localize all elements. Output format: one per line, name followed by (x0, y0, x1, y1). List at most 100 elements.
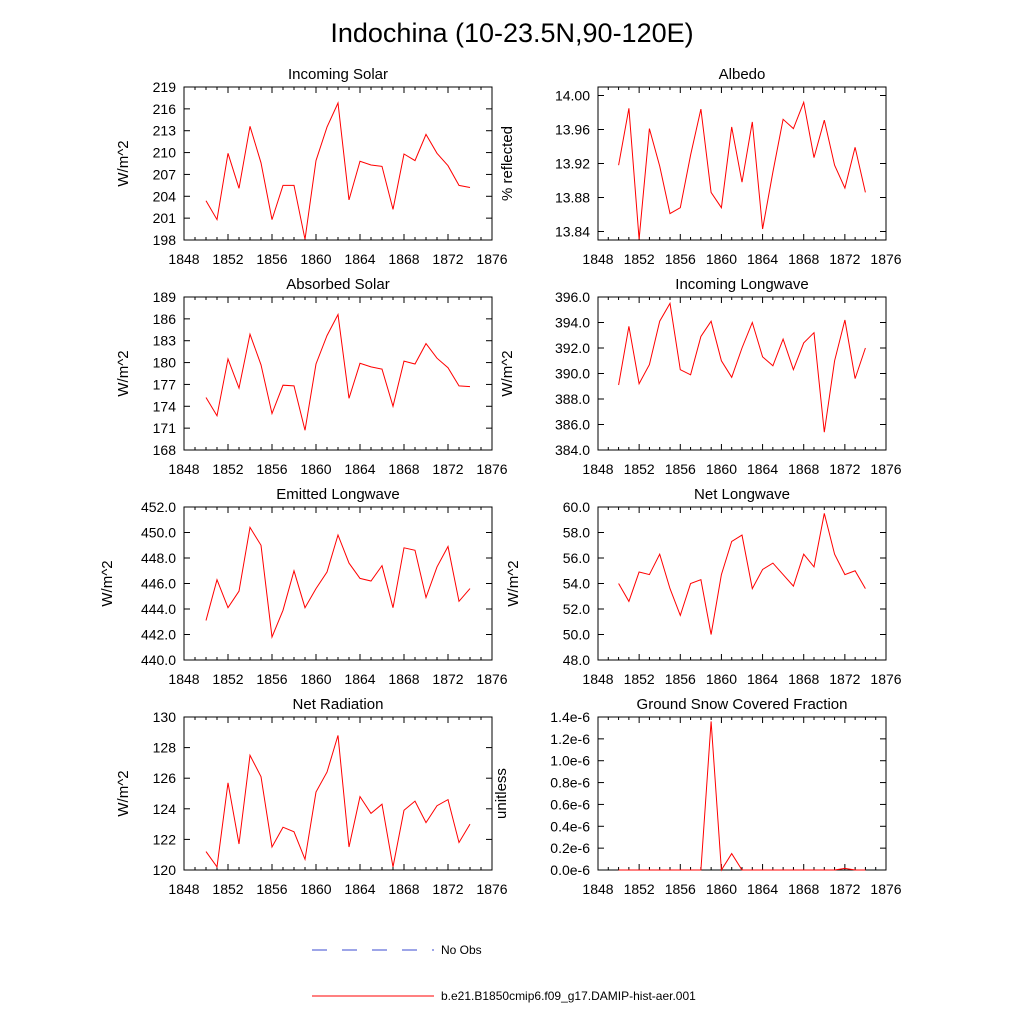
y-tick-label: 450.0 (141, 525, 176, 541)
x-tick-label: 1872 (432, 251, 463, 267)
y-axis-label: W/m^2 (99, 560, 116, 606)
x-tick-label: 1860 (300, 461, 331, 477)
panel-title: Net Longwave (694, 486, 790, 503)
legend-obs-label: No Obs (441, 943, 482, 957)
y-tick-label: 1.2e-6 (550, 731, 590, 747)
x-tick-label: 1856 (256, 881, 287, 897)
x-tick-label: 1864 (747, 461, 778, 477)
y-tick-label: 440.0 (141, 652, 176, 668)
x-tick-label: 1852 (624, 251, 655, 267)
x-tick-label: 1868 (388, 251, 419, 267)
y-tick-label: 56.0 (563, 550, 590, 566)
x-tick-label: 1864 (747, 251, 778, 267)
panel-title: Absorbed Solar (286, 276, 389, 293)
x-tick-label: 1860 (300, 671, 331, 687)
panel-title: Emitted Longwave (276, 486, 399, 503)
series-line (618, 513, 866, 635)
x-tick-label: 1872 (829, 881, 860, 897)
x-tick-label: 1848 (168, 251, 199, 267)
y-tick-label: 386.0 (555, 417, 590, 433)
chart-panel: 1848 1852 1856 1860 1864 1868 1872 1876 13.84 13.… (499, 66, 902, 267)
y-tick-label: 0.4e-6 (550, 818, 590, 834)
y-tick-label: 1.4e-6 (550, 709, 590, 725)
x-tick-label: 1876 (870, 671, 901, 687)
x-tick-label: 1852 (624, 671, 655, 687)
x-tick-label: 1856 (256, 461, 287, 477)
panel-grid: 1848 1852 1856 1860 1864 1868 1872 1876 198 201 20… (99, 66, 902, 897)
x-tick-label: 1860 (706, 881, 737, 897)
y-tick-label: 396.0 (555, 289, 590, 305)
y-tick-label: 171 (153, 420, 177, 436)
x-tick-label: 1856 (256, 251, 287, 267)
y-tick-label: 0.8e-6 (550, 775, 590, 791)
y-axis-label: W/m^2 (115, 350, 132, 396)
y-axis-label: W/m^2 (115, 140, 132, 186)
y-tick-label: 180 (153, 355, 177, 371)
y-tick-label: 168 (153, 442, 177, 458)
x-tick-label: 1868 (788, 461, 819, 477)
y-tick-label: 50.0 (563, 627, 590, 643)
x-tick-label: 1848 (582, 671, 613, 687)
y-tick-label: 392.0 (555, 340, 590, 356)
x-tick-label: 1852 (624, 461, 655, 477)
x-tick-label: 1876 (476, 461, 507, 477)
y-tick-label: 201 (153, 210, 177, 226)
y-tick-label: 186 (153, 311, 177, 327)
x-tick-label: 1848 (168, 671, 199, 687)
y-tick-label: 52.0 (563, 601, 590, 617)
chart-panel: 1848 1852 1856 1860 1864 1868 1872 1876 120 122 12… (115, 696, 508, 897)
x-tick-label: 1860 (300, 881, 331, 897)
y-tick-label: 14.00 (555, 88, 590, 104)
x-tick-label: 1852 (212, 671, 243, 687)
y-tick-label: 13.84 (555, 224, 590, 240)
x-tick-label: 1864 (344, 671, 375, 687)
x-tick-label: 1872 (432, 671, 463, 687)
y-tick-label: 384.0 (555, 442, 590, 458)
y-tick-label: 48.0 (563, 652, 590, 668)
x-tick-label: 1848 (582, 251, 613, 267)
y-tick-label: 13.96 (555, 122, 590, 138)
y-tick-label: 448.0 (141, 550, 176, 566)
chart-panel: 1848 1852 1856 1860 1864 1868 1872 1876 440.0 442… (99, 486, 508, 687)
y-tick-label: 207 (153, 166, 177, 182)
legend-model-label: b.e21.B1850cmip6.f09_g17.DAMIP-hist-aer.… (441, 989, 696, 1003)
series-line (618, 100, 866, 240)
y-tick-label: 213 (153, 123, 177, 139)
series-line (205, 526, 471, 639)
chart-panel: 1848 1852 1856 1860 1864 1868 1872 1876 48.0 50.0… (505, 486, 902, 687)
y-tick-label: 126 (153, 770, 177, 786)
series-line (618, 721, 866, 872)
x-tick-label: 1868 (388, 881, 419, 897)
y-tick-label: 444.0 (141, 601, 176, 617)
x-tick-label: 1876 (476, 671, 507, 687)
y-tick-label: 0.2e-6 (550, 840, 590, 856)
y-tick-label: 388.0 (555, 391, 590, 407)
y-tick-label: 0.6e-6 (550, 796, 590, 812)
chart-panel: 1848 1852 1856 1860 1864 1868 1872 1876 168 171 17… (115, 276, 508, 477)
x-tick-label: 1860 (706, 251, 737, 267)
y-tick-label: 174 (153, 398, 177, 414)
x-tick-label: 1860 (706, 461, 737, 477)
x-tick-label: 1876 (870, 881, 901, 897)
x-tick-label: 1856 (256, 671, 287, 687)
series-line (205, 101, 471, 240)
y-tick-label: 198 (153, 232, 177, 248)
y-tick-label: 189 (153, 289, 177, 305)
y-tick-label: 58.0 (563, 525, 590, 541)
chart-panel: 1848 1852 1856 1860 1864 1868 1872 1876 198 201 20… (115, 66, 508, 267)
y-axis-label: W/m^2 (115, 770, 132, 816)
x-tick-label: 1848 (582, 461, 613, 477)
x-tick-label: 1872 (432, 881, 463, 897)
y-axis-label: unitless (493, 768, 510, 819)
x-tick-label: 1872 (829, 671, 860, 687)
y-tick-label: 446.0 (141, 576, 176, 592)
x-tick-label: 1848 (168, 881, 199, 897)
y-tick-label: 122 (153, 831, 177, 847)
legend: No Obs b.e21.B1850cmip6.f09_g17.DAMIP-hi… (312, 943, 696, 1003)
x-tick-label: 1852 (212, 881, 243, 897)
x-tick-label: 1860 (300, 251, 331, 267)
x-tick-label: 1856 (665, 881, 696, 897)
x-tick-label: 1876 (870, 251, 901, 267)
chart-panel: 1848 1852 1856 1860 1864 1868 1872 1876 384.0 386… (499, 276, 902, 477)
